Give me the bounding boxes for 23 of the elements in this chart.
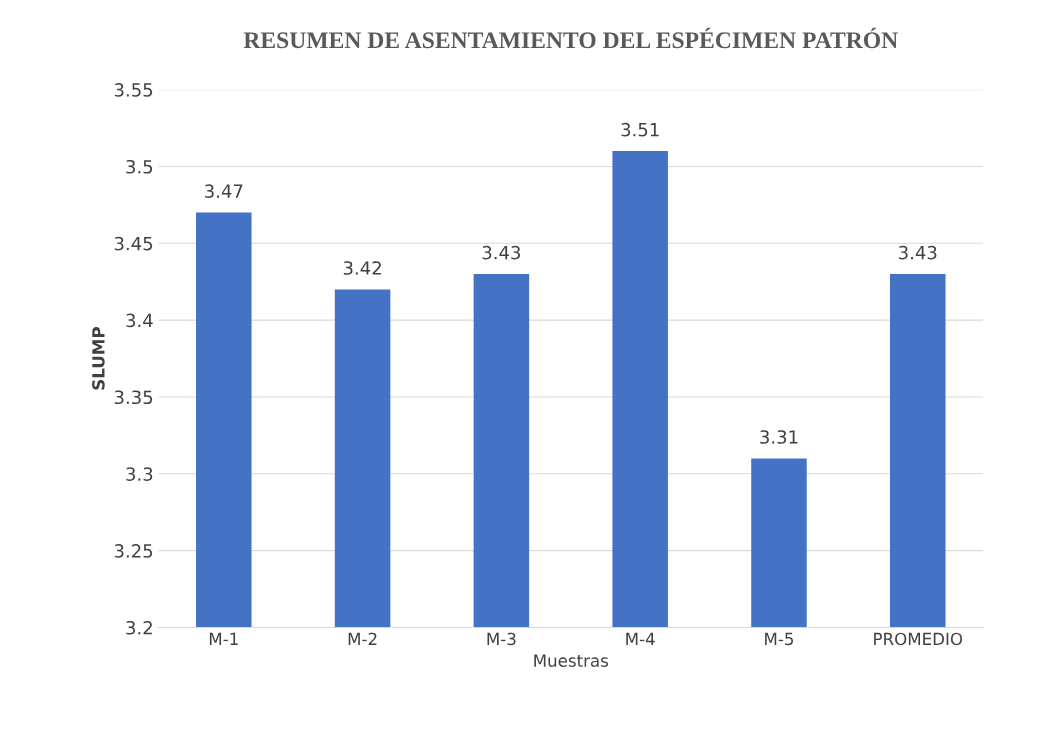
x-tick-label: M-4: [626, 632, 655, 646]
y-tick-label: 3.5: [126, 159, 153, 174]
y-tick-label: 3.3: [126, 467, 153, 481]
x-tick-label: M-3: [487, 632, 516, 646]
data-label: 3.42: [343, 261, 381, 275]
x-axis-title: Muestras: [534, 654, 609, 667]
y-tick-label: 3.55: [114, 83, 153, 97]
y-tick-label: 3.45: [114, 236, 153, 251]
data-label: 3.43: [899, 245, 937, 260]
x-tick-label: M-1: [209, 632, 238, 646]
y-tick-label: 3.4: [126, 313, 153, 328]
data-label: 3.31: [760, 430, 798, 444]
y-tick-label: 3.35: [114, 390, 153, 405]
chart-title: RESUMEN DE ASENTAMIENTO DEL ESPÉCIMEN PATRÓN: [243, 27, 898, 49]
data-label: 3.51: [621, 122, 659, 137]
data-label: 3.43: [482, 245, 521, 260]
x-tick-label: M-5: [765, 632, 794, 646]
y-tick-label: 3.2: [126, 620, 152, 635]
x-tick-label: PROMEDIO: [874, 632, 963, 646]
x-tick-label: M-2: [348, 632, 377, 646]
y-axis-title: SLUMP: [92, 327, 105, 390]
data-label: 3.47: [205, 184, 243, 198]
y-tick-label: 3.25: [114, 544, 153, 558]
